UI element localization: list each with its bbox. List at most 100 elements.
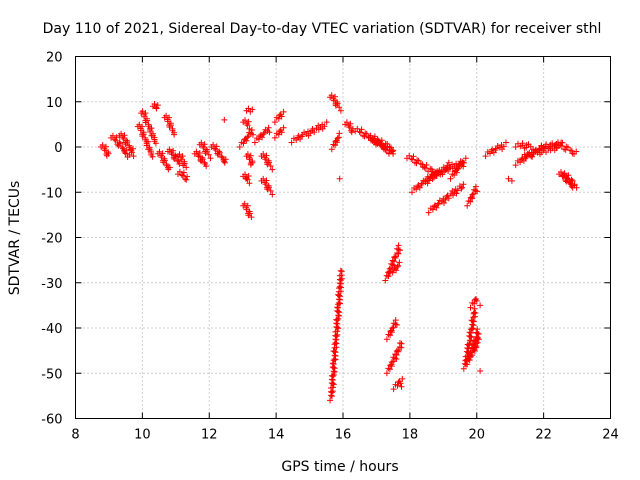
data-point xyxy=(396,259,403,266)
data-point xyxy=(406,152,413,159)
data-point xyxy=(445,168,452,174)
data-point xyxy=(568,176,575,183)
data-point xyxy=(201,141,208,148)
data-point xyxy=(163,162,170,169)
data-point xyxy=(178,156,185,163)
data-point xyxy=(266,184,272,191)
x-tick-label: 8 xyxy=(71,428,79,443)
data-point xyxy=(469,191,476,198)
x-tick-label: 10 xyxy=(134,428,151,443)
data-point xyxy=(156,148,163,155)
x-tick-label: 14 xyxy=(268,428,285,443)
data-point xyxy=(398,340,405,347)
data-point xyxy=(338,268,345,275)
data-point xyxy=(130,145,136,152)
data-point xyxy=(453,169,460,176)
data-point xyxy=(394,263,401,270)
data-point xyxy=(271,134,278,141)
data-point xyxy=(179,153,186,160)
data-point xyxy=(337,267,344,274)
y-tick-labels: 20 10 0 -10 -20 -30 -40 -50 -60 xyxy=(41,51,62,428)
data-point xyxy=(429,206,436,213)
data-point xyxy=(346,124,353,131)
data-point xyxy=(221,159,228,166)
data-point xyxy=(464,361,471,368)
data-point xyxy=(212,146,219,153)
x-tick-label: 20 xyxy=(468,428,485,443)
data-point xyxy=(347,120,354,127)
data-point xyxy=(327,397,334,404)
data-point xyxy=(329,373,336,380)
data-point xyxy=(120,135,127,142)
data-point xyxy=(193,148,200,155)
data-point xyxy=(471,343,478,350)
data-point xyxy=(103,143,109,150)
data-point xyxy=(330,381,337,388)
data-point xyxy=(169,127,176,134)
data-point xyxy=(555,139,561,146)
data-point xyxy=(321,123,328,130)
x-axis-label: GPS time / hours xyxy=(281,459,398,475)
data-point xyxy=(166,114,173,121)
data-point xyxy=(454,187,461,194)
data-point xyxy=(378,137,385,144)
data-point xyxy=(210,141,217,148)
data-point xyxy=(394,245,401,252)
data-point xyxy=(336,309,343,316)
data-point xyxy=(242,117,248,124)
data-point xyxy=(568,147,575,154)
data-point xyxy=(245,173,252,179)
data-point xyxy=(263,152,270,159)
data-point xyxy=(503,139,509,146)
data-point xyxy=(242,171,248,178)
data-point xyxy=(105,150,112,157)
data-point xyxy=(371,133,378,140)
data-point xyxy=(468,326,475,333)
data-point xyxy=(354,125,361,132)
data-point xyxy=(260,131,267,138)
data-point xyxy=(244,122,251,129)
data-point xyxy=(389,325,396,332)
data-point xyxy=(154,102,161,109)
data-point xyxy=(433,204,440,211)
data-point xyxy=(278,113,285,120)
data-point xyxy=(280,124,287,131)
data-point xyxy=(397,380,404,387)
data-point xyxy=(470,347,477,354)
data-point xyxy=(422,177,429,184)
data-point xyxy=(471,305,478,312)
data-points xyxy=(98,92,580,404)
data-point xyxy=(530,151,536,158)
data-point xyxy=(392,317,399,324)
data-point xyxy=(153,105,160,112)
data-point xyxy=(331,365,338,372)
data-point xyxy=(464,341,471,348)
data-point xyxy=(461,159,467,166)
data-point xyxy=(328,372,335,379)
data-point xyxy=(442,197,449,203)
data-point xyxy=(240,140,247,147)
data-point xyxy=(109,132,116,139)
data-point xyxy=(116,139,123,146)
data-point xyxy=(435,200,442,207)
data-point xyxy=(180,169,187,176)
data-point xyxy=(245,105,252,112)
x-tick-label: 18 xyxy=(402,428,419,443)
data-point xyxy=(201,159,208,166)
data-point xyxy=(343,119,350,126)
data-point xyxy=(428,166,435,173)
data-point xyxy=(205,151,212,158)
data-point xyxy=(569,177,576,184)
data-point xyxy=(251,139,258,146)
data-point xyxy=(422,165,429,172)
data-point xyxy=(195,153,202,160)
data-point xyxy=(202,161,209,167)
data-point xyxy=(470,318,477,325)
y-tick-label: 0 xyxy=(54,141,62,156)
data-point xyxy=(475,336,482,343)
data-point xyxy=(474,188,481,195)
data-point xyxy=(199,156,206,163)
data-point xyxy=(180,172,187,179)
data-point xyxy=(249,159,256,166)
data-point xyxy=(409,189,415,196)
